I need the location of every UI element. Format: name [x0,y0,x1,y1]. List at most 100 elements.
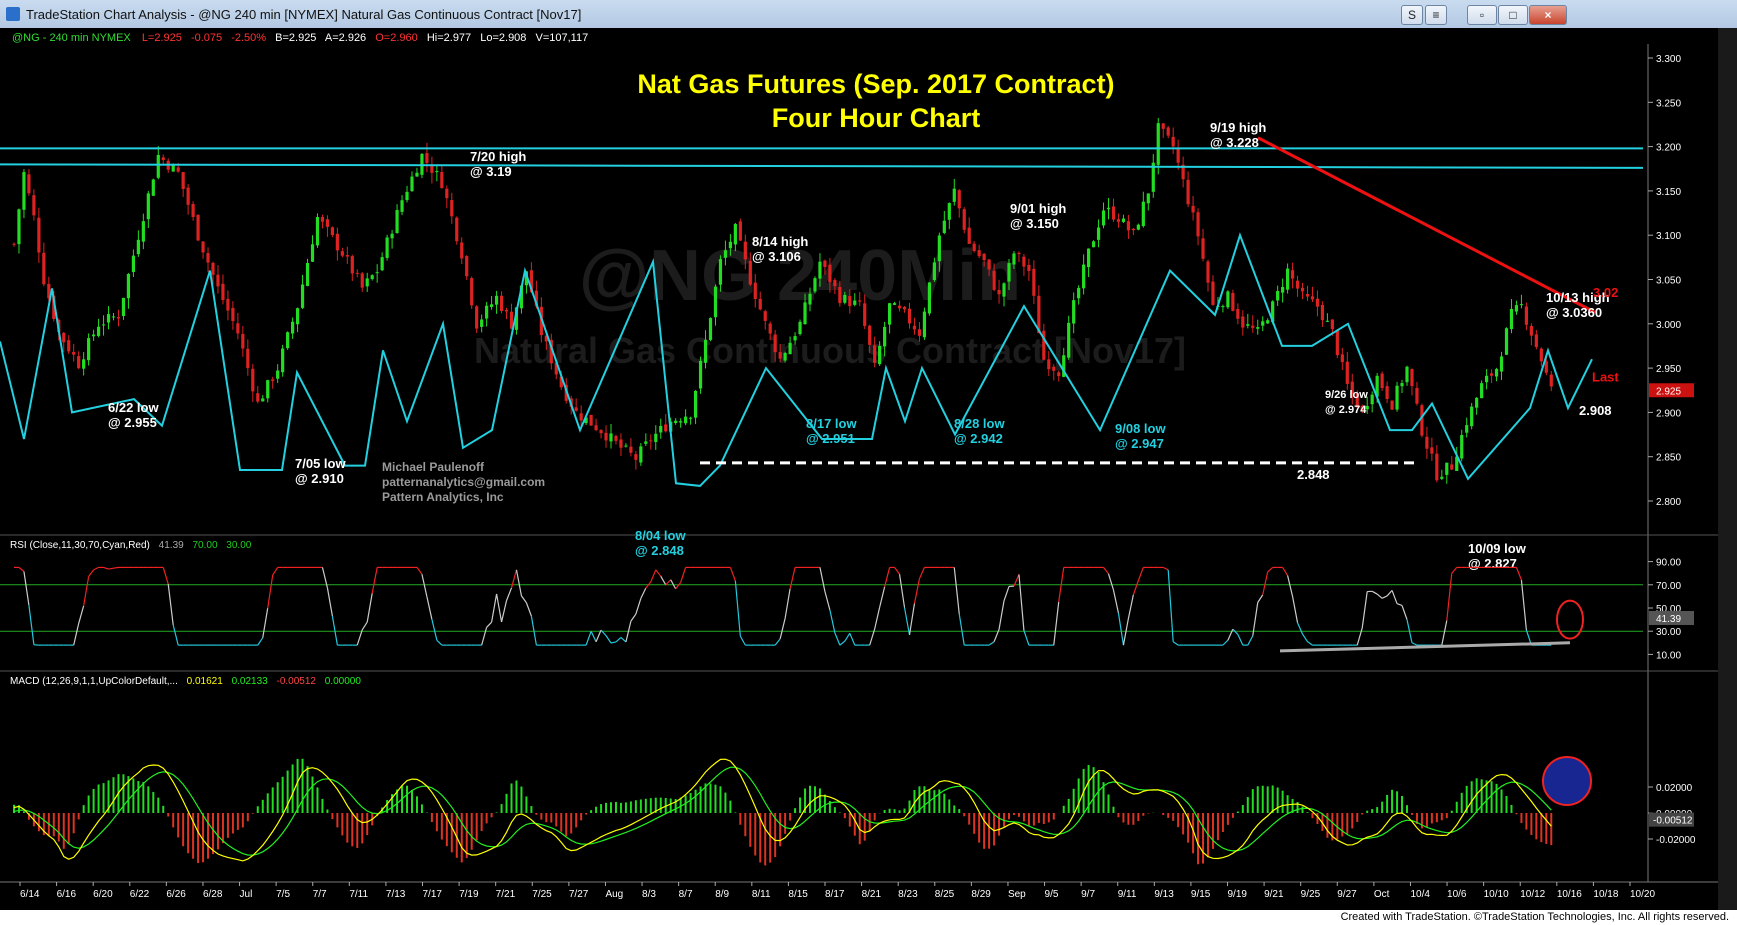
candle-body [87,338,91,361]
resistance-line-lower [0,163,1644,169]
last-price-value: 2.925 [1656,386,1681,397]
quote-low: Lo=2.908 [480,32,526,44]
maximize-button[interactable]: □ [1498,5,1528,25]
candle-body [858,300,862,302]
candle-body [231,307,235,322]
date-tick-label: 8/29 [971,889,991,900]
macd-value: 0.01621 [187,676,224,687]
chart-svg[interactable]: @NG 240Min Natural Gas Continuous Contra… [0,28,1737,910]
candle-body [1106,207,1111,210]
candle-body [1211,281,1215,305]
candle-body [888,303,892,325]
candle-body [1305,293,1310,297]
date-tick-label: 9/19 [1228,889,1248,900]
date-tick-label: 9/27 [1337,889,1357,900]
candle-body [131,255,135,273]
candle-body [330,227,334,235]
candle-body [52,295,56,320]
rsi-trendline [1279,641,1571,653]
candle-body [584,417,588,424]
candle-body [728,241,732,249]
candle-body [848,296,852,307]
candle-body [320,217,325,222]
rsi-line-segment [1103,567,1109,575]
rsi-line-segment [1287,575,1294,597]
rsi-line-segment [1376,593,1383,599]
rsi-line-segment [1411,642,1418,646]
candlestick-series [12,117,1553,484]
candle-body [927,282,931,314]
candle-body [1037,295,1041,334]
candle-body [435,171,439,173]
candle-body [1027,264,1031,271]
rsi-line-segment [1401,605,1408,620]
rsi-line-segment [361,621,368,631]
minimize-button[interactable]: ▫ [1467,5,1497,25]
rsi-line-segment [481,627,488,646]
candle-body [1345,361,1349,384]
candle-body [1111,206,1116,220]
close-button[interactable]: × [1529,5,1567,25]
rsi-line-segment [774,638,781,646]
candle-body [853,300,857,305]
candle-body [1320,305,1325,321]
rsi-line-segment [88,569,95,577]
annotation-label: 9/01 high [1010,201,1066,216]
symbol-link-button[interactable]: S [1401,5,1423,25]
menu-button[interactable]: ≡ [1425,5,1447,25]
chart-area[interactable]: @NG 240Min Natural Gas Continuous Contra… [0,28,1737,910]
rsi-current-value: 41.39 [1656,614,1681,625]
candle-body [1489,373,1494,376]
candle-body [246,348,250,369]
candle-body [62,332,66,343]
candle-body [1514,305,1519,312]
date-tick-label: 7/25 [532,889,552,900]
rsi-line-segment [1307,641,1313,646]
candle-body [465,256,469,277]
resistance-value-label: 3.02 [1593,285,1618,300]
candle-body [17,209,21,245]
rsi-line-segment [1451,567,1458,574]
rsi-line-segment [426,596,433,620]
candle-body [868,325,872,345]
price-tick-label: 3.000 [1656,320,1681,331]
candle-body [266,380,270,399]
rsi-line-segment [824,591,831,611]
rsi-line-segment [371,567,378,594]
price-tick-label: 3.100 [1656,231,1681,242]
scrollbar-track[interactable] [1718,28,1737,910]
candle-body [499,295,504,311]
date-tick-label: 7/5 [276,889,290,900]
candle-body [723,250,728,258]
rsi-line-segment [495,593,503,623]
candle-body [1539,348,1543,362]
candle-body [96,326,101,336]
candle-body [1017,252,1021,255]
rsi-line-segment [908,603,916,636]
candle-body [460,242,464,259]
rsi-line-segment [83,576,90,606]
candle-body [1475,397,1479,408]
candle-body [211,262,215,275]
rsi-tick-label: 70.00 [1656,581,1681,592]
rsi-header: RSI (Close,11,30,70,Cyan,Red) 41.39 70.0… [10,540,252,551]
candle-body [1390,400,1394,410]
window-title: TradeStation Chart Analysis - @NG 240 mi… [26,7,582,22]
price-tick-label: 3.250 [1656,98,1681,109]
rsi-tick-label: 30.00 [1656,627,1681,638]
rsi-line-segment [1297,622,1304,635]
rsi-line-segment [869,628,876,646]
candle-body [101,324,106,326]
rsi-line-segment [998,600,1005,630]
annotation-label: 8/14 high [752,234,808,249]
candle-body [1141,201,1145,227]
candle-body [315,217,320,246]
footer-copyright: Created with TradeStation. ©TradeStation… [1340,911,1729,923]
candle-body [798,321,802,335]
rsi-line-segment [1137,567,1144,581]
candle-body [305,262,310,286]
rsi-line-segment [1361,591,1368,629]
rsi-line-segment [834,632,841,646]
candle-body [1116,219,1121,222]
